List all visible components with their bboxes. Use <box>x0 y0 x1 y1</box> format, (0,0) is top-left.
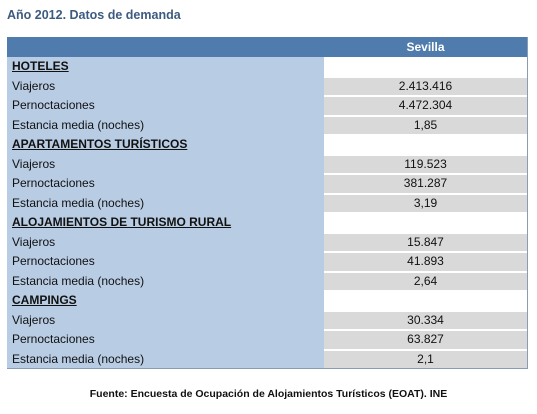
row-value: 15.847 <box>324 233 527 251</box>
page-title: Año 2012. Datos de demanda <box>7 8 181 22</box>
table-row: Pernoctaciones 381.287 <box>7 174 527 194</box>
section-heading: CAMPINGS <box>12 293 77 307</box>
row-label: Pernoctaciones <box>12 332 95 346</box>
row-value: 41.893 <box>324 253 527 271</box>
row-label: Viajeros <box>12 156 56 171</box>
section-row: APARTAMENTOS TURÍSTICOS <box>7 135 527 155</box>
table-row: Estancia media (noches) 2,64 <box>7 272 527 292</box>
table-row: Viajeros 119.523 <box>7 155 527 175</box>
row-value: 4.472.304 <box>324 97 527 115</box>
row-label: Estancia media (noches) <box>12 117 145 132</box>
row-label: Viajeros <box>12 78 56 93</box>
row-label: Pernoctaciones <box>12 176 95 190</box>
table-row: Estancia media (noches) 3,19 <box>7 194 527 214</box>
table-row: Viajeros 15.847 <box>7 233 527 253</box>
column-header-city: Sevilla <box>406 40 445 54</box>
row-value: 2,64 <box>324 272 527 290</box>
table-row: Viajeros 2.413.416 <box>7 77 527 97</box>
table-row: Estancia media (noches) 2,1 <box>7 350 527 370</box>
row-value: 3,19 <box>324 194 527 212</box>
table-header: Sevilla <box>7 37 527 57</box>
row-label: Viajeros <box>12 234 56 249</box>
table-row: Pernoctaciones 63.827 <box>7 330 527 350</box>
section-row: HOTELES <box>7 57 527 77</box>
row-value: 381.287 <box>324 175 527 193</box>
row-value: 119.523 <box>324 155 527 173</box>
label-column <box>7 57 324 368</box>
row-label: Estancia media (noches) <box>12 351 145 366</box>
section-heading: APARTAMENTOS TURÍSTICOS <box>12 137 188 151</box>
section-heading: ALOJAMIENTOS DE TURISMO RURAL <box>12 215 232 229</box>
table-row: Viajeros 30.334 <box>7 311 527 331</box>
row-value: 63.827 <box>324 331 527 349</box>
row-label: Estancia media (noches) <box>12 273 145 288</box>
table-row: Pernoctaciones 4.472.304 <box>7 96 527 116</box>
row-value <box>324 58 527 76</box>
source-note: Fuente: Encuesta de Ocupación de Alojami… <box>89 388 448 400</box>
table-row: Pernoctaciones 41.893 <box>7 252 527 272</box>
row-label: Viajeros <box>12 312 56 327</box>
demand-table: Sevilla HOTELES Viajeros 2.413.416 Pernocta… <box>7 37 528 369</box>
row-value: 1,85 <box>324 116 527 134</box>
section-row: ALOJAMIENTOS DE TURISMO RURAL <box>7 213 527 233</box>
row-value: 2,1 <box>324 350 527 368</box>
row-value: 2.413.416 <box>324 77 527 95</box>
section-row: CAMPINGS <box>7 291 527 311</box>
section-heading: HOTELES <box>12 59 69 73</box>
row-value <box>324 214 527 232</box>
row-value <box>324 292 527 310</box>
row-label: Pernoctaciones <box>12 254 95 268</box>
row-label: Pernoctaciones <box>12 98 95 112</box>
row-value <box>324 136 527 154</box>
table-row: Estancia media (noches) 1,85 <box>7 116 527 136</box>
row-label: Estancia media (noches) <box>12 195 145 210</box>
row-value: 30.334 <box>324 311 527 329</box>
